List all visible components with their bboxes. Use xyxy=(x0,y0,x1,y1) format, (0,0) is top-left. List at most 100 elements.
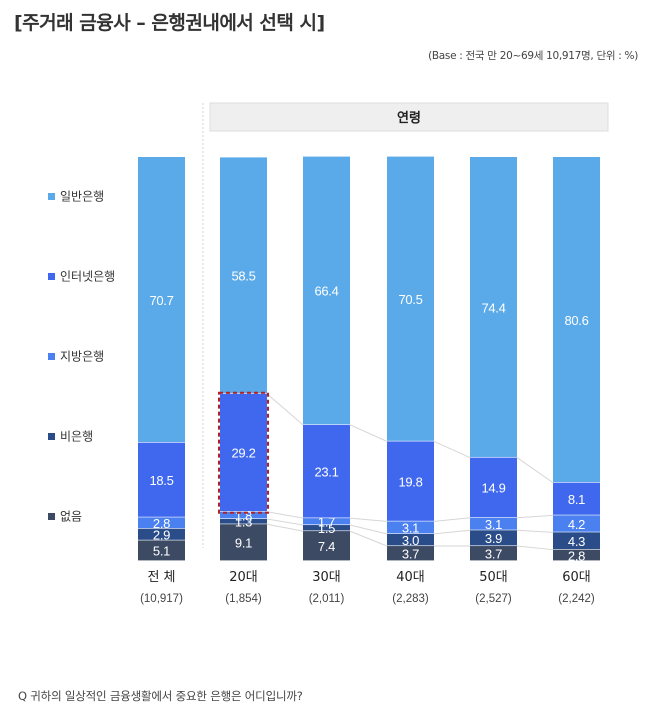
category-label: 20대 xyxy=(229,570,258,585)
data-label: 74.4 xyxy=(481,300,505,315)
sample-size-label: (2,527) xyxy=(475,593,512,605)
data-label: 3.1 xyxy=(402,521,419,536)
legend-swatch xyxy=(48,273,55,280)
data-label: 4.3 xyxy=(568,534,585,549)
category-label: 50대 xyxy=(479,570,508,585)
bar-segment xyxy=(220,393,267,512)
data-label: 2.9 xyxy=(153,528,170,543)
survey-question: Q 귀하의 일상적인 금융생활에서 중요한 은행은 어디입니까? xyxy=(18,689,303,703)
bar-segment xyxy=(553,549,600,561)
legend-label: 일반은행 xyxy=(60,189,104,204)
bar-segment xyxy=(138,540,185,561)
data-label: 7.4 xyxy=(318,539,335,554)
connector-line xyxy=(266,523,304,532)
bar-segment xyxy=(303,531,350,561)
data-label: 23.1 xyxy=(314,465,338,480)
sample-size-label: (10,917) xyxy=(140,593,183,605)
category-label: 30대 xyxy=(312,570,341,585)
sample-size-label: (1,854) xyxy=(225,593,262,605)
connector-line xyxy=(266,518,304,526)
bar-segment xyxy=(387,441,434,521)
category-label: 전 체 xyxy=(147,570,175,585)
category-label: 60대 xyxy=(562,570,591,585)
sample-size-label: (2,011) xyxy=(309,593,345,605)
data-label: 3.7 xyxy=(402,547,419,562)
age-header: 연령 xyxy=(397,111,421,126)
sample-size-label: (2,242) xyxy=(558,593,595,605)
bar-segment xyxy=(553,482,600,515)
bar-segment xyxy=(220,511,267,519)
data-label: 66.4 xyxy=(314,284,338,299)
category-labels: 전 체 (10,917) 20대 (1,854) 30대 (2,011) 40대 (2,283… xyxy=(140,570,595,605)
data-label: 3.1 xyxy=(485,517,502,532)
data-label: 8.1 xyxy=(568,492,585,507)
connector-lines xyxy=(266,393,554,551)
connector-line xyxy=(349,524,388,535)
legend-swatch xyxy=(48,513,55,520)
bar-segment xyxy=(553,532,600,550)
connector-line xyxy=(516,545,554,551)
legend-swatch xyxy=(48,433,55,440)
data-label: 3.0 xyxy=(402,533,419,548)
data-label: 2.8 xyxy=(153,516,170,531)
data-label: 29.2 xyxy=(231,446,255,461)
bar-segment xyxy=(470,517,517,530)
connector-line xyxy=(516,529,554,533)
bar-segment xyxy=(303,156,350,425)
bar-segment xyxy=(470,157,517,457)
category-label: 40대 xyxy=(396,570,425,585)
connector-line xyxy=(516,514,554,519)
bar-segment xyxy=(470,546,517,561)
bar-segment xyxy=(220,524,267,561)
connector-line xyxy=(516,457,554,484)
base-note: (Base : 전국 만 20~69세 10,917명, 단위 : %) xyxy=(428,50,638,62)
legend-label: 없음 xyxy=(60,510,82,524)
sample-size-label: (2,283) xyxy=(392,593,429,605)
bar-segment xyxy=(138,528,185,540)
connector-line xyxy=(349,530,388,547)
data-label: 70.5 xyxy=(398,292,422,307)
bar-segment xyxy=(470,457,517,518)
bar-segment xyxy=(138,442,185,517)
bar-segment xyxy=(387,546,434,561)
legend-label: 인터넷은행 xyxy=(60,269,115,284)
data-label: 1.5 xyxy=(318,521,335,536)
bar-segment xyxy=(138,157,185,443)
bar-segment xyxy=(220,157,267,394)
legend-label: 지방은행 xyxy=(60,349,104,364)
data-label: 14.9 xyxy=(481,481,505,496)
bars: 5.12.92.818.570.79.11.31.829.258.57.41.5… xyxy=(138,156,600,563)
bar-segment xyxy=(387,156,434,441)
data-label: 1.7 xyxy=(318,515,335,530)
connector-line xyxy=(266,393,304,426)
data-label: 3.9 xyxy=(485,531,502,546)
bar-segment xyxy=(303,518,350,525)
data-label: 18.5 xyxy=(149,473,173,488)
connector-line xyxy=(433,440,471,459)
chart-title: [주거래 금융사 – 은행권내에서 선택 시] xyxy=(14,12,325,34)
bar-segment xyxy=(303,424,350,518)
data-label: 4.2 xyxy=(568,517,585,532)
bar-segment xyxy=(553,515,600,532)
bar-segment xyxy=(387,521,434,534)
data-label: 9.1 xyxy=(235,536,252,551)
connector-line xyxy=(349,424,388,442)
bar-segment xyxy=(387,533,434,546)
data-label: 19.8 xyxy=(398,474,422,489)
bar-segment xyxy=(303,525,350,531)
legend-swatch xyxy=(48,193,55,200)
bar-segment xyxy=(220,518,267,524)
data-label: 58.5 xyxy=(231,269,255,284)
bar-segment xyxy=(470,530,517,546)
data-label: 70.7 xyxy=(149,293,173,308)
data-label: 80.6 xyxy=(564,313,588,328)
bar-segment xyxy=(138,517,185,529)
connector-line xyxy=(266,511,304,519)
legend-swatch xyxy=(48,353,55,360)
connector-line xyxy=(433,529,471,535)
highlight-box xyxy=(218,391,269,514)
data-label: 3.7 xyxy=(485,547,502,562)
data-label: 5.1 xyxy=(153,544,170,559)
